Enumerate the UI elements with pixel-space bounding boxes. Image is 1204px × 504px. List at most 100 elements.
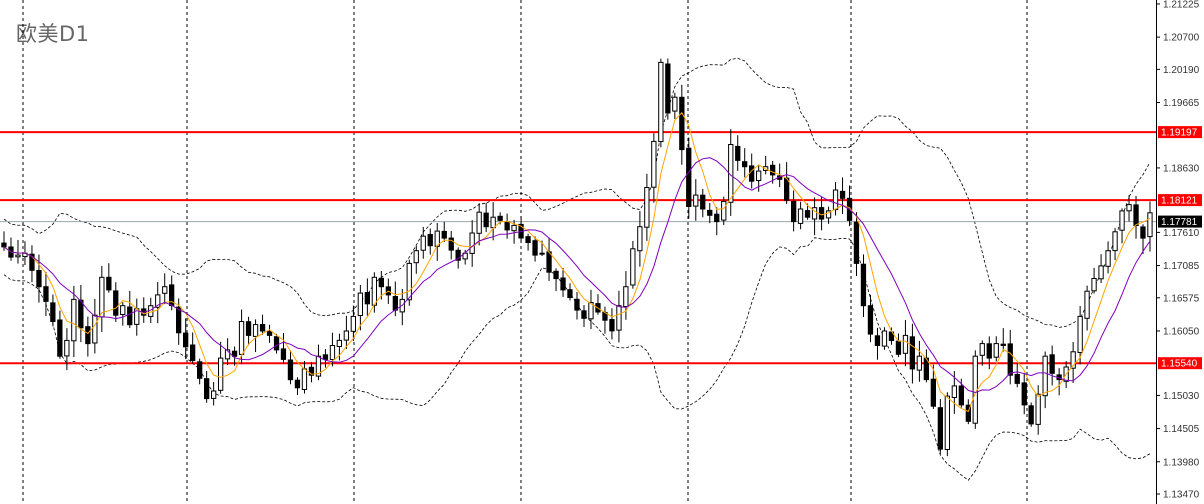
candle-body	[420, 235, 426, 251]
candle-body	[57, 319, 63, 357]
candle-body	[364, 292, 371, 305]
candle-body	[965, 404, 972, 422]
candle-body	[162, 286, 168, 294]
candle-body	[1084, 290, 1090, 319]
candle-body	[1, 242, 7, 248]
candle-body	[504, 221, 510, 231]
candle-body	[721, 200, 727, 221]
candle-body	[958, 385, 965, 406]
candle-body	[804, 210, 811, 218]
candle-body	[1035, 393, 1041, 425]
price-tick-label: 1.17085	[1163, 261, 1200, 272]
candles	[1, 58, 1153, 457]
candle-body	[630, 248, 636, 286]
candle-body	[245, 321, 252, 336]
candle-body	[490, 216, 496, 229]
moving-averages	[3, 111, 1151, 413]
candle-body	[336, 339, 343, 347]
candle-body	[406, 262, 412, 301]
candle-body	[811, 207, 818, 220]
level-price-badge	[1158, 126, 1202, 139]
candle-body	[700, 194, 706, 210]
candle-body	[476, 211, 482, 234]
price-tick-label: 1.20190	[1163, 65, 1200, 76]
candle-body	[867, 305, 874, 335]
candle-body	[315, 355, 322, 377]
candle-body	[29, 253, 35, 271]
candle-body	[832, 189, 839, 211]
candle-body	[280, 348, 287, 360]
candle-body	[797, 208, 804, 224]
candle-body	[294, 379, 301, 389]
candle-body	[993, 343, 999, 358]
fast-moving-average-line	[3, 111, 1151, 413]
candle-body	[1119, 210, 1125, 231]
candle-body	[986, 343, 992, 359]
candle-body	[525, 236, 531, 243]
price-tick-label: 1.21225	[1163, 0, 1200, 10]
candle-body	[944, 395, 951, 451]
price-tick-label: 1.20700	[1163, 33, 1200, 44]
candle-body	[637, 226, 643, 252]
candle-body	[448, 237, 454, 251]
candle-body	[50, 302, 56, 322]
candle-body	[567, 289, 573, 299]
candle-body	[1140, 226, 1146, 239]
candle-body	[350, 315, 357, 332]
candle-body	[770, 164, 776, 176]
price-tick-label: 1.13470	[1163, 490, 1200, 501]
candle-body	[99, 276, 105, 318]
candle-body	[672, 96, 678, 112]
candle-body	[92, 314, 98, 344]
candle-body	[392, 296, 399, 311]
candle-body	[679, 96, 685, 151]
candle-body	[197, 361, 203, 379]
candle-body	[909, 336, 916, 370]
period-separators	[22, 0, 1028, 504]
price-tick-label: 1.13980	[1163, 457, 1200, 468]
candle-body	[839, 190, 846, 199]
candle-body	[1014, 373, 1020, 384]
candle-body	[483, 212, 489, 228]
level-price-badge	[1158, 194, 1202, 207]
candle-body	[756, 170, 762, 182]
candle-body	[1077, 315, 1083, 353]
candle-body	[287, 359, 294, 381]
candle-body	[343, 330, 350, 341]
bollinger-bands	[3, 57, 1151, 481]
level-price-label: 1.18121	[1161, 196, 1198, 207]
candle-body	[190, 344, 196, 362]
candle-body	[211, 390, 217, 399]
candle-body	[176, 306, 182, 334]
candle-body	[183, 332, 189, 348]
candle-body	[860, 263, 867, 307]
price-tick-label: 1.14505	[1163, 424, 1200, 435]
candle-body	[218, 357, 224, 391]
candle-body	[644, 187, 650, 228]
candle-body	[979, 343, 985, 356]
candle-body	[714, 213, 720, 223]
candle-body	[560, 277, 566, 291]
candle-body	[623, 286, 629, 308]
candle-body	[546, 251, 552, 273]
candle-body	[120, 305, 126, 316]
candle-body	[707, 209, 713, 216]
candle-body	[735, 145, 741, 161]
candle-body	[78, 299, 84, 329]
candle-body	[951, 385, 958, 398]
candle-body	[238, 321, 245, 355]
upper-band	[3, 57, 1151, 328]
level-price-label: 1.19197	[1161, 128, 1198, 139]
candle-body	[1070, 351, 1076, 369]
candle-body	[588, 302, 594, 320]
candle-body	[658, 61, 664, 143]
price-tick-label: 1.19665	[1163, 98, 1200, 109]
current-price-badge	[1158, 215, 1202, 228]
candle-body	[371, 276, 378, 306]
candle-body	[825, 210, 832, 219]
candle-body	[693, 194, 699, 207]
candle-body	[155, 294, 161, 308]
slow-moving-average-line	[3, 157, 1151, 394]
price-tick-label: 1.16575	[1163, 293, 1200, 304]
